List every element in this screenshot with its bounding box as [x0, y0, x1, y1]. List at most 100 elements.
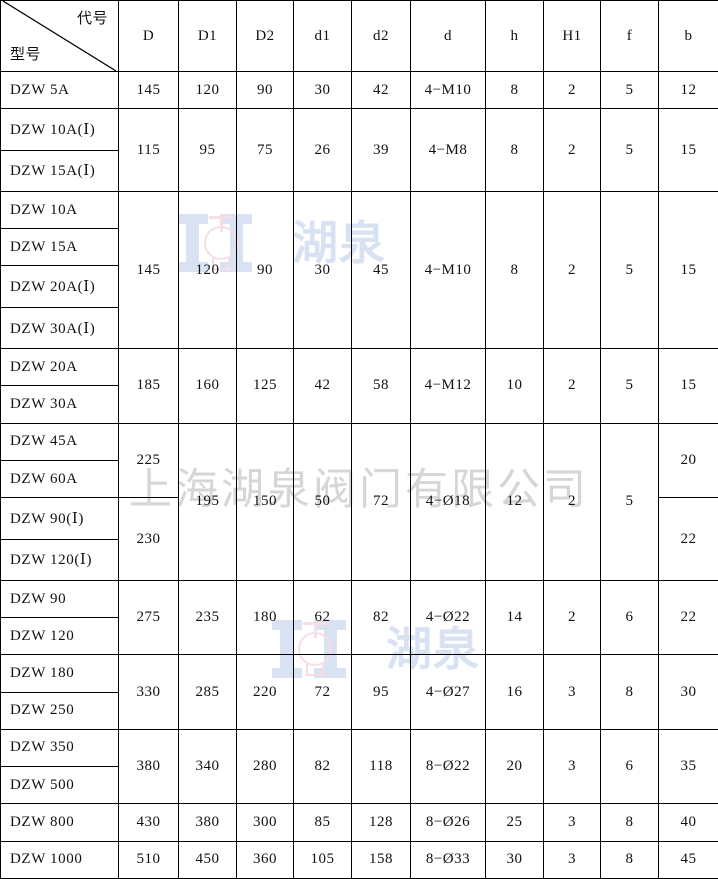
cell-H1: 3	[543, 728, 601, 805]
cell-D: 330	[118, 654, 179, 730]
cell-d: 8−Ø33	[410, 840, 486, 879]
cell-b: 40	[658, 803, 718, 842]
cell-d: 8−Ø22	[410, 728, 486, 805]
table-row: DZW 1000 510 450 360 105 158 8−Ø33 30 3 …	[0, 840, 718, 879]
model-cell: DZW 5A	[0, 70, 119, 110]
header-model-label: 型号	[10, 45, 42, 63]
table-row: DZW 120	[0, 617, 718, 656]
model-cell: DZW 90(Ⅰ)	[0, 497, 119, 540]
cell-H1: 2	[543, 422, 601, 581]
cell-h: 14	[485, 579, 544, 656]
cell-h: 25	[485, 803, 544, 842]
cell-D1: 120	[178, 70, 237, 110]
cell-D1: 235	[178, 579, 237, 656]
table-row: DZW 120(Ⅰ)	[0, 538, 718, 581]
header-col-d: d	[410, 0, 486, 72]
header-col-b: b	[658, 0, 718, 72]
cell-d2: 118	[351, 728, 411, 805]
cell-D1: 120	[178, 190, 237, 350]
model-cell: DZW 120	[0, 617, 119, 656]
table-row: DZW 180 330 285 220 72 95 4−Ø27 16 3 8 3…	[0, 654, 718, 730]
table-row: DZW 15A(Ⅰ)	[0, 149, 718, 192]
cell-D: 275	[118, 579, 179, 656]
cell-d1: 26	[293, 108, 352, 192]
cell-D: 145	[118, 70, 179, 110]
cell-D2: 180	[236, 579, 294, 656]
table-row: DZW 10A(Ⅰ) 115 95 75 26 39 4−M8 8 2 5 15	[0, 108, 718, 192]
cell-D-lower: 230	[118, 497, 179, 581]
cell-D2: 300	[236, 803, 294, 842]
cell-D2: 90	[236, 190, 294, 350]
model-cell: DZW 250	[0, 691, 119, 730]
cell-f: 5	[600, 348, 659, 424]
model-cell: DZW 350	[0, 728, 119, 768]
model-cell: DZW 10A(Ⅰ)	[0, 108, 119, 151]
cell-d2: 45	[351, 190, 411, 350]
header-col-H1: H1	[543, 0, 601, 72]
cell-f: 8	[600, 803, 659, 842]
model-cell: DZW 90	[0, 579, 119, 619]
model-cell: DZW 30A(Ⅰ)	[0, 306, 119, 350]
cell-h: 8	[485, 190, 544, 350]
cell-d: 4−M8	[410, 108, 486, 192]
header-col-d2: d2	[351, 0, 411, 72]
cell-d1: 105	[293, 840, 352, 879]
cell-d2: 58	[351, 348, 411, 424]
cell-D: 115	[118, 108, 179, 192]
cell-b: 15	[658, 190, 718, 350]
cell-D2: 360	[236, 840, 294, 879]
model-cell: DZW 20A(Ⅰ)	[0, 265, 119, 308]
model-cell: DZW 45A	[0, 422, 119, 461]
cell-D: 185	[118, 348, 179, 424]
model-cell: DZW 120(Ⅰ)	[0, 538, 119, 581]
table-row: DZW 30A(Ⅰ)	[0, 306, 718, 350]
table-row: DZW 10A 145 120 90 30 45 4−M10 8 2 5 15	[0, 190, 718, 350]
cell-d: 4−M10	[410, 70, 486, 110]
cell-d: 4−Ø22	[410, 579, 486, 656]
cell-b-lower: 22	[658, 497, 718, 581]
cell-f: 6	[600, 728, 659, 805]
table-row: DZW 90(Ⅰ) 230 22	[0, 497, 718, 581]
model-cell: DZW 1000	[0, 840, 119, 879]
cell-d: 4−M12	[410, 348, 486, 424]
cell-h: 30	[485, 840, 544, 879]
cell-b: 12	[658, 70, 718, 110]
model-cell: DZW 15A	[0, 228, 119, 267]
cell-D: 510	[118, 840, 179, 879]
cell-b: 15	[658, 348, 718, 424]
cell-f: 8	[600, 654, 659, 730]
table-header-row: 代号 型号 D D1 D2 d1 d2 d h H1 f b	[0, 0, 718, 72]
diagonal-divider-icon	[3, 1, 116, 71]
model-cell: DZW 180	[0, 654, 119, 693]
cell-b-upper: 20	[658, 422, 718, 499]
cell-d1: 72	[293, 654, 352, 730]
cell-d1: 42	[293, 348, 352, 424]
cell-H1: 2	[543, 579, 601, 656]
cell-d2: 95	[351, 654, 411, 730]
table-row: DZW 30A	[0, 385, 718, 424]
cell-d2: 39	[351, 108, 411, 192]
header-corner-cell: 代号 型号	[0, 0, 119, 72]
cell-D2: 280	[236, 728, 294, 805]
cell-d1: 30	[293, 70, 352, 110]
cell-D1: 450	[178, 840, 237, 879]
cell-f: 5	[600, 190, 659, 350]
table-row: DZW 20A(Ⅰ)	[0, 265, 718, 308]
cell-D: 380	[118, 728, 179, 805]
cell-H1: 3	[543, 840, 601, 879]
cell-h: 8	[485, 108, 544, 192]
cell-d2: 158	[351, 840, 411, 879]
model-cell: DZW 10A	[0, 190, 119, 230]
cell-d: 8−Ø26	[410, 803, 486, 842]
model-cell: DZW 60A	[0, 459, 119, 499]
cell-D1: 195	[178, 422, 237, 581]
cell-D: 430	[118, 803, 179, 842]
cell-D1: 160	[178, 348, 237, 424]
cell-D2: 90	[236, 70, 294, 110]
cell-d2: 128	[351, 803, 411, 842]
header-col-d1: d1	[293, 0, 352, 72]
cell-b: 35	[658, 728, 718, 805]
cell-D1: 285	[178, 654, 237, 730]
